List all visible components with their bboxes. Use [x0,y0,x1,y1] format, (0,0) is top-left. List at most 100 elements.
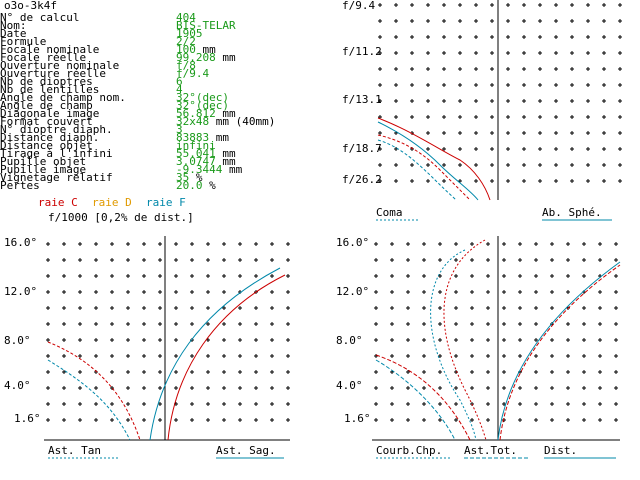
bl-grid-mark [254,386,258,390]
br-grid-mark [502,274,506,278]
param-value: BIS-TELAR [176,19,242,32]
br-grid-mark [550,242,554,246]
br-grid-mark [502,338,506,342]
bl-grid-mark [62,306,66,310]
bl-grid-mark [238,258,242,262]
param-unit: mm [215,131,229,144]
bl-grid-mark [126,258,130,262]
top-grid-mark [410,3,414,7]
br-tick-label: 1.6° [344,412,371,425]
bl-grid-mark [206,370,210,374]
param-value-text: 404 [176,11,196,24]
top-grid-mark [410,51,414,55]
param-label: Ouverture nominale [0,59,120,72]
br-grid-mark [406,322,410,326]
top-grid-mark [458,99,462,103]
coma-curve-c [377,134,471,201]
top-grid-mark [602,179,606,183]
top-grid-mark [522,147,526,151]
top-tick-label: f/9.4 [342,0,376,12]
br-grid-mark [390,354,394,358]
top-grid-mark [378,147,382,151]
top-grid-mark [442,179,446,183]
param-value: 1905 [176,28,209,39]
bl-grid-mark [254,338,258,342]
param-label: Focale réelle [0,51,87,64]
top-grid-mark [522,51,526,55]
param-value-text: 35 [176,171,190,184]
br-grid-mark [550,418,554,422]
bl-grid-mark [46,402,50,406]
top-grid-mark [554,99,558,103]
bl-grid-mark [222,418,226,422]
br-grid-mark [550,338,554,342]
param-value: f/8 [176,60,203,71]
top-grid-mark [458,147,462,151]
param-value-text: 6 [176,75,183,88]
top-grid-mark [602,147,606,151]
br-grid-mark [454,306,458,310]
sag-curve-f [149,267,281,441]
br-grid-mark [502,242,506,246]
bl-grid-mark [142,322,146,326]
top-grid-mark [426,99,430,103]
top-grid-mark [378,19,382,23]
br-grid-mark [534,338,538,342]
br-grid-mark [582,418,586,422]
bl-grid-mark [62,274,66,278]
bl-grid-mark [206,242,210,246]
param-value-text: BIS-TELAR [176,19,236,32]
bl-grid-mark [254,402,258,406]
br-grid-mark [550,370,554,374]
ast-tan-label: Ast. Tan [48,444,101,457]
top-grid-mark [394,19,398,23]
param-unit: mm [222,51,236,64]
br-grid-mark [582,322,586,326]
br-grid-mark [550,354,554,358]
bl-grid-mark [190,402,194,406]
bl-grid-mark [142,242,146,246]
top-grid-mark [410,67,414,71]
param-value: 3.0747 mm [176,156,236,167]
top-grid-mark [426,115,430,119]
br-grid-mark [566,418,570,422]
br-grid-mark [534,290,538,294]
bl-grid-mark [158,274,162,278]
bl-grid-mark [206,402,210,406]
top-grid-mark [394,67,398,71]
param-label: Nb de dioptres [0,75,93,88]
br-grid-mark [566,290,570,294]
bl-grid-mark [222,290,226,294]
br-grid-mark [486,338,490,342]
top-grid-mark [554,147,558,151]
top-grid-mark [522,35,526,39]
asttot-curve-c [375,354,471,441]
bl-grid-mark [222,354,226,358]
bl-grid-mark [158,290,162,294]
top-grid-mark [602,3,606,7]
top-grid-mark [586,35,590,39]
br-grid-mark [454,258,458,262]
br-grid-mark [518,258,522,262]
top-grid-mark [506,131,510,135]
bl-grid-mark [270,402,274,406]
br-grid-mark [406,274,410,278]
br-grid-mark [582,258,586,262]
bl-grid-mark [286,242,290,246]
bl-grid-mark [142,402,146,406]
bl-grid-mark [286,306,290,310]
bl-tick-label: 16.0° [4,236,38,249]
br-grid-mark [406,418,410,422]
bl-grid-mark [94,322,98,326]
br-grid-mark [454,322,458,326]
bl-grid-mark [46,242,50,246]
top-grid-mark [570,163,574,167]
br-grid-mark [534,402,538,406]
br-grid-mark [486,386,490,390]
bl-grid-mark [126,306,130,310]
top-grid-mark [474,83,478,87]
bl-grid-mark [62,242,66,246]
bl-grid-mark [270,242,274,246]
bl-grid-mark [142,386,146,390]
